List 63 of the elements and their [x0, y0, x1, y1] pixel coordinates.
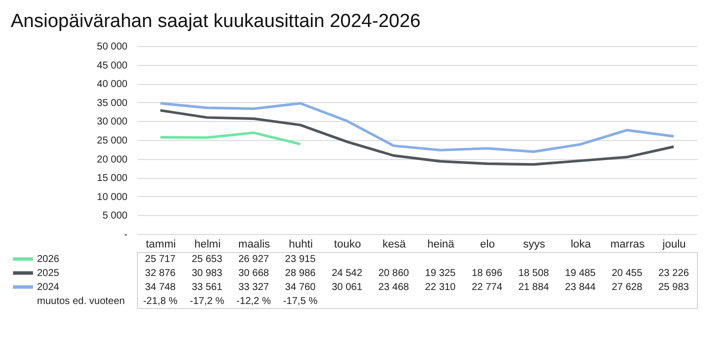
data-label: 27 628: [612, 282, 643, 293]
x-tick-label: heinä: [427, 238, 456, 250]
data-label: 23 915: [285, 254, 316, 265]
legend-label: 2025: [37, 268, 60, 279]
data-label: 20 455: [612, 268, 643, 279]
data-label: 33 327: [238, 282, 270, 293]
y-tick-label: 40 000: [96, 79, 128, 90]
x-tick-label: helmi: [194, 238, 221, 250]
data-label: 18 696: [472, 268, 503, 279]
x-tick-label: elo: [480, 238, 495, 250]
x-tick-label: huhti: [288, 238, 313, 250]
data-label: 30 668: [238, 268, 270, 279]
data-label: 22 774: [472, 282, 503, 293]
x-tick-label: maalis: [238, 238, 271, 250]
data-label: 30 983: [192, 268, 223, 279]
x-tick-label: touko: [334, 238, 361, 250]
legend-label: 2026: [37, 254, 60, 265]
data-label: 23 468: [378, 282, 410, 293]
data-label: 30 061: [332, 282, 363, 293]
y-tick-label: 35 000: [96, 98, 128, 109]
x-tick-label: tammi: [146, 238, 176, 250]
data-label: 34 760: [285, 282, 316, 293]
x-tick-label: kesä: [382, 238, 407, 250]
data-label: 23 226: [658, 268, 690, 279]
x-tick-label: joulu: [662, 238, 686, 250]
x-tick-label: loka: [570, 238, 592, 250]
y-tick-label: 50 000: [96, 42, 128, 52]
line-series: [159, 102, 675, 154]
data-label: 22 310: [425, 282, 456, 293]
text: -21,8 %: [143, 296, 178, 307]
x-tick-label: marras: [610, 238, 646, 250]
text: muutos ed. vuoteen: [37, 296, 125, 307]
data-label: 19 325: [425, 268, 456, 279]
data-label: 21 884: [518, 282, 550, 293]
legend-label: 2024: [37, 282, 60, 293]
y-tick-label: 20 000: [96, 154, 128, 166]
data-label: 28 986: [285, 268, 316, 279]
line-series: [159, 109, 675, 166]
data-label: 25 983: [658, 282, 690, 293]
data-label: 18 508: [518, 268, 550, 279]
data-label: 23 844: [565, 282, 596, 293]
y-tick-label: 15 000: [96, 173, 128, 184]
data-label: 34 748: [145, 282, 176, 293]
data-label: 24 542: [332, 268, 363, 279]
data-label: 25 717: [145, 254, 176, 265]
y-tick-label: 5 000: [102, 210, 128, 222]
y-tick-label: 45 000: [96, 60, 128, 72]
text: -17,5 %: [283, 296, 318, 307]
y-tick-label: 10 000: [96, 192, 128, 203]
y-tick-label: 25 000: [96, 136, 128, 146]
line-series: [159, 131, 302, 146]
data-label: 26 927: [238, 254, 270, 265]
text: -17,2 %: [190, 296, 224, 307]
y-tick-label: 30 000: [96, 116, 128, 128]
data-label: 19 485: [565, 268, 596, 279]
data-label: 25 653: [192, 254, 223, 265]
x-tick-label: syys: [523, 238, 546, 250]
chart-title: Ansiopäivärahan saajat kuukausittain 2024-2026: [10, 11, 421, 32]
text: -12,2 %: [236, 296, 272, 307]
data-label: 33 561: [192, 282, 223, 293]
data-label: 20 860: [378, 268, 410, 279]
y-tick-label: -: [124, 230, 128, 240]
data-label: 32 876: [145, 268, 176, 279]
